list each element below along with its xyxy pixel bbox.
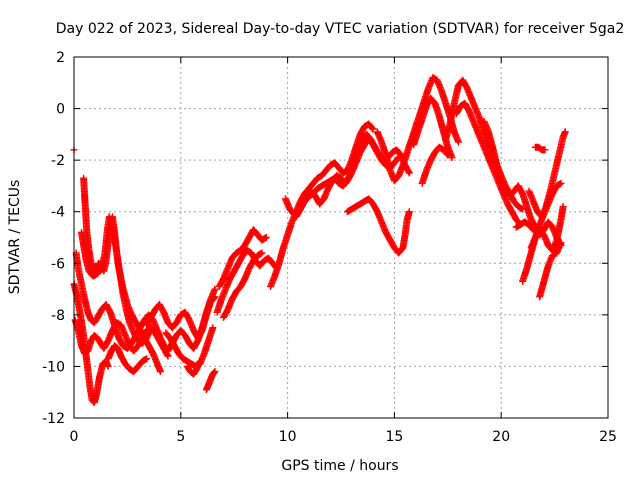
y-tick-label: -6 — [51, 256, 65, 272]
x-axis-label: GPS time / hours — [281, 458, 398, 474]
series-track-g — [104, 342, 151, 376]
data-point — [405, 169, 413, 177]
series-track-x — [452, 99, 524, 229]
data-point — [143, 355, 151, 363]
data-markers — [70, 74, 569, 407]
data-point — [405, 168, 413, 176]
data-point — [211, 368, 219, 376]
series-track-ae — [527, 203, 567, 254]
x-tick-label: 10 — [279, 429, 297, 445]
series-track-k — [183, 357, 204, 378]
series-track-b — [70, 280, 112, 407]
y-axis-label: SDTVAR / TECUs — [7, 180, 23, 295]
series-track-z — [512, 218, 537, 234]
y-tick-label: 2 — [56, 50, 65, 66]
data-point — [444, 151, 452, 159]
data-point — [541, 146, 549, 154]
plot-frame — [73, 56, 609, 419]
x-tick-label: 5 — [176, 429, 185, 445]
data-point — [258, 249, 266, 257]
y-tick-label: -2 — [51, 153, 65, 169]
data-point — [561, 128, 569, 136]
data-point — [395, 154, 403, 162]
data-point — [443, 150, 451, 158]
data-point — [369, 125, 377, 133]
series-track-s — [343, 195, 413, 257]
data-point — [196, 357, 204, 365]
data-point — [394, 155, 402, 163]
y-tick-label: 0 — [56, 102, 65, 118]
data-point — [368, 124, 376, 132]
data-point — [157, 368, 165, 376]
series-track-n — [215, 226, 270, 290]
series-track-aa — [531, 143, 549, 154]
data-point — [209, 324, 217, 332]
chart-title: Day 022 of 2023, Sidereal Day-to-day VTE… — [56, 21, 625, 37]
data-point — [147, 324, 155, 332]
series-track-ac — [536, 239, 565, 301]
data-point — [454, 138, 462, 146]
data-point — [528, 225, 536, 233]
y-tick-label: -10 — [42, 359, 65, 375]
series-track-o — [220, 249, 266, 321]
x-tick-label: 15 — [385, 429, 403, 445]
data-point — [163, 351, 171, 359]
axis-ticks: 0 5 10 15 20 25 -12 -10 -8 -6 -4 -2 0 2 — [42, 50, 617, 445]
series-track-v — [418, 143, 452, 187]
series-track-f — [80, 174, 155, 347]
series-track-ad — [525, 128, 569, 221]
data-point — [262, 234, 270, 241]
data-point — [557, 179, 565, 187]
data-point — [211, 285, 219, 293]
data-point — [405, 208, 413, 216]
x-tick-label: 0 — [70, 429, 79, 445]
x-tick-label: 20 — [492, 429, 510, 445]
series-track-l — [202, 368, 219, 394]
y-tick-label: -8 — [51, 308, 65, 324]
y-tick-label: -12 — [42, 411, 65, 427]
y-tick-label: -4 — [51, 205, 65, 221]
x-tick-label: 25 — [599, 429, 617, 445]
series-track-m — [213, 246, 281, 316]
data-point — [559, 203, 567, 211]
data-point — [210, 368, 218, 376]
data-point — [448, 154, 456, 162]
data-point — [104, 362, 112, 370]
